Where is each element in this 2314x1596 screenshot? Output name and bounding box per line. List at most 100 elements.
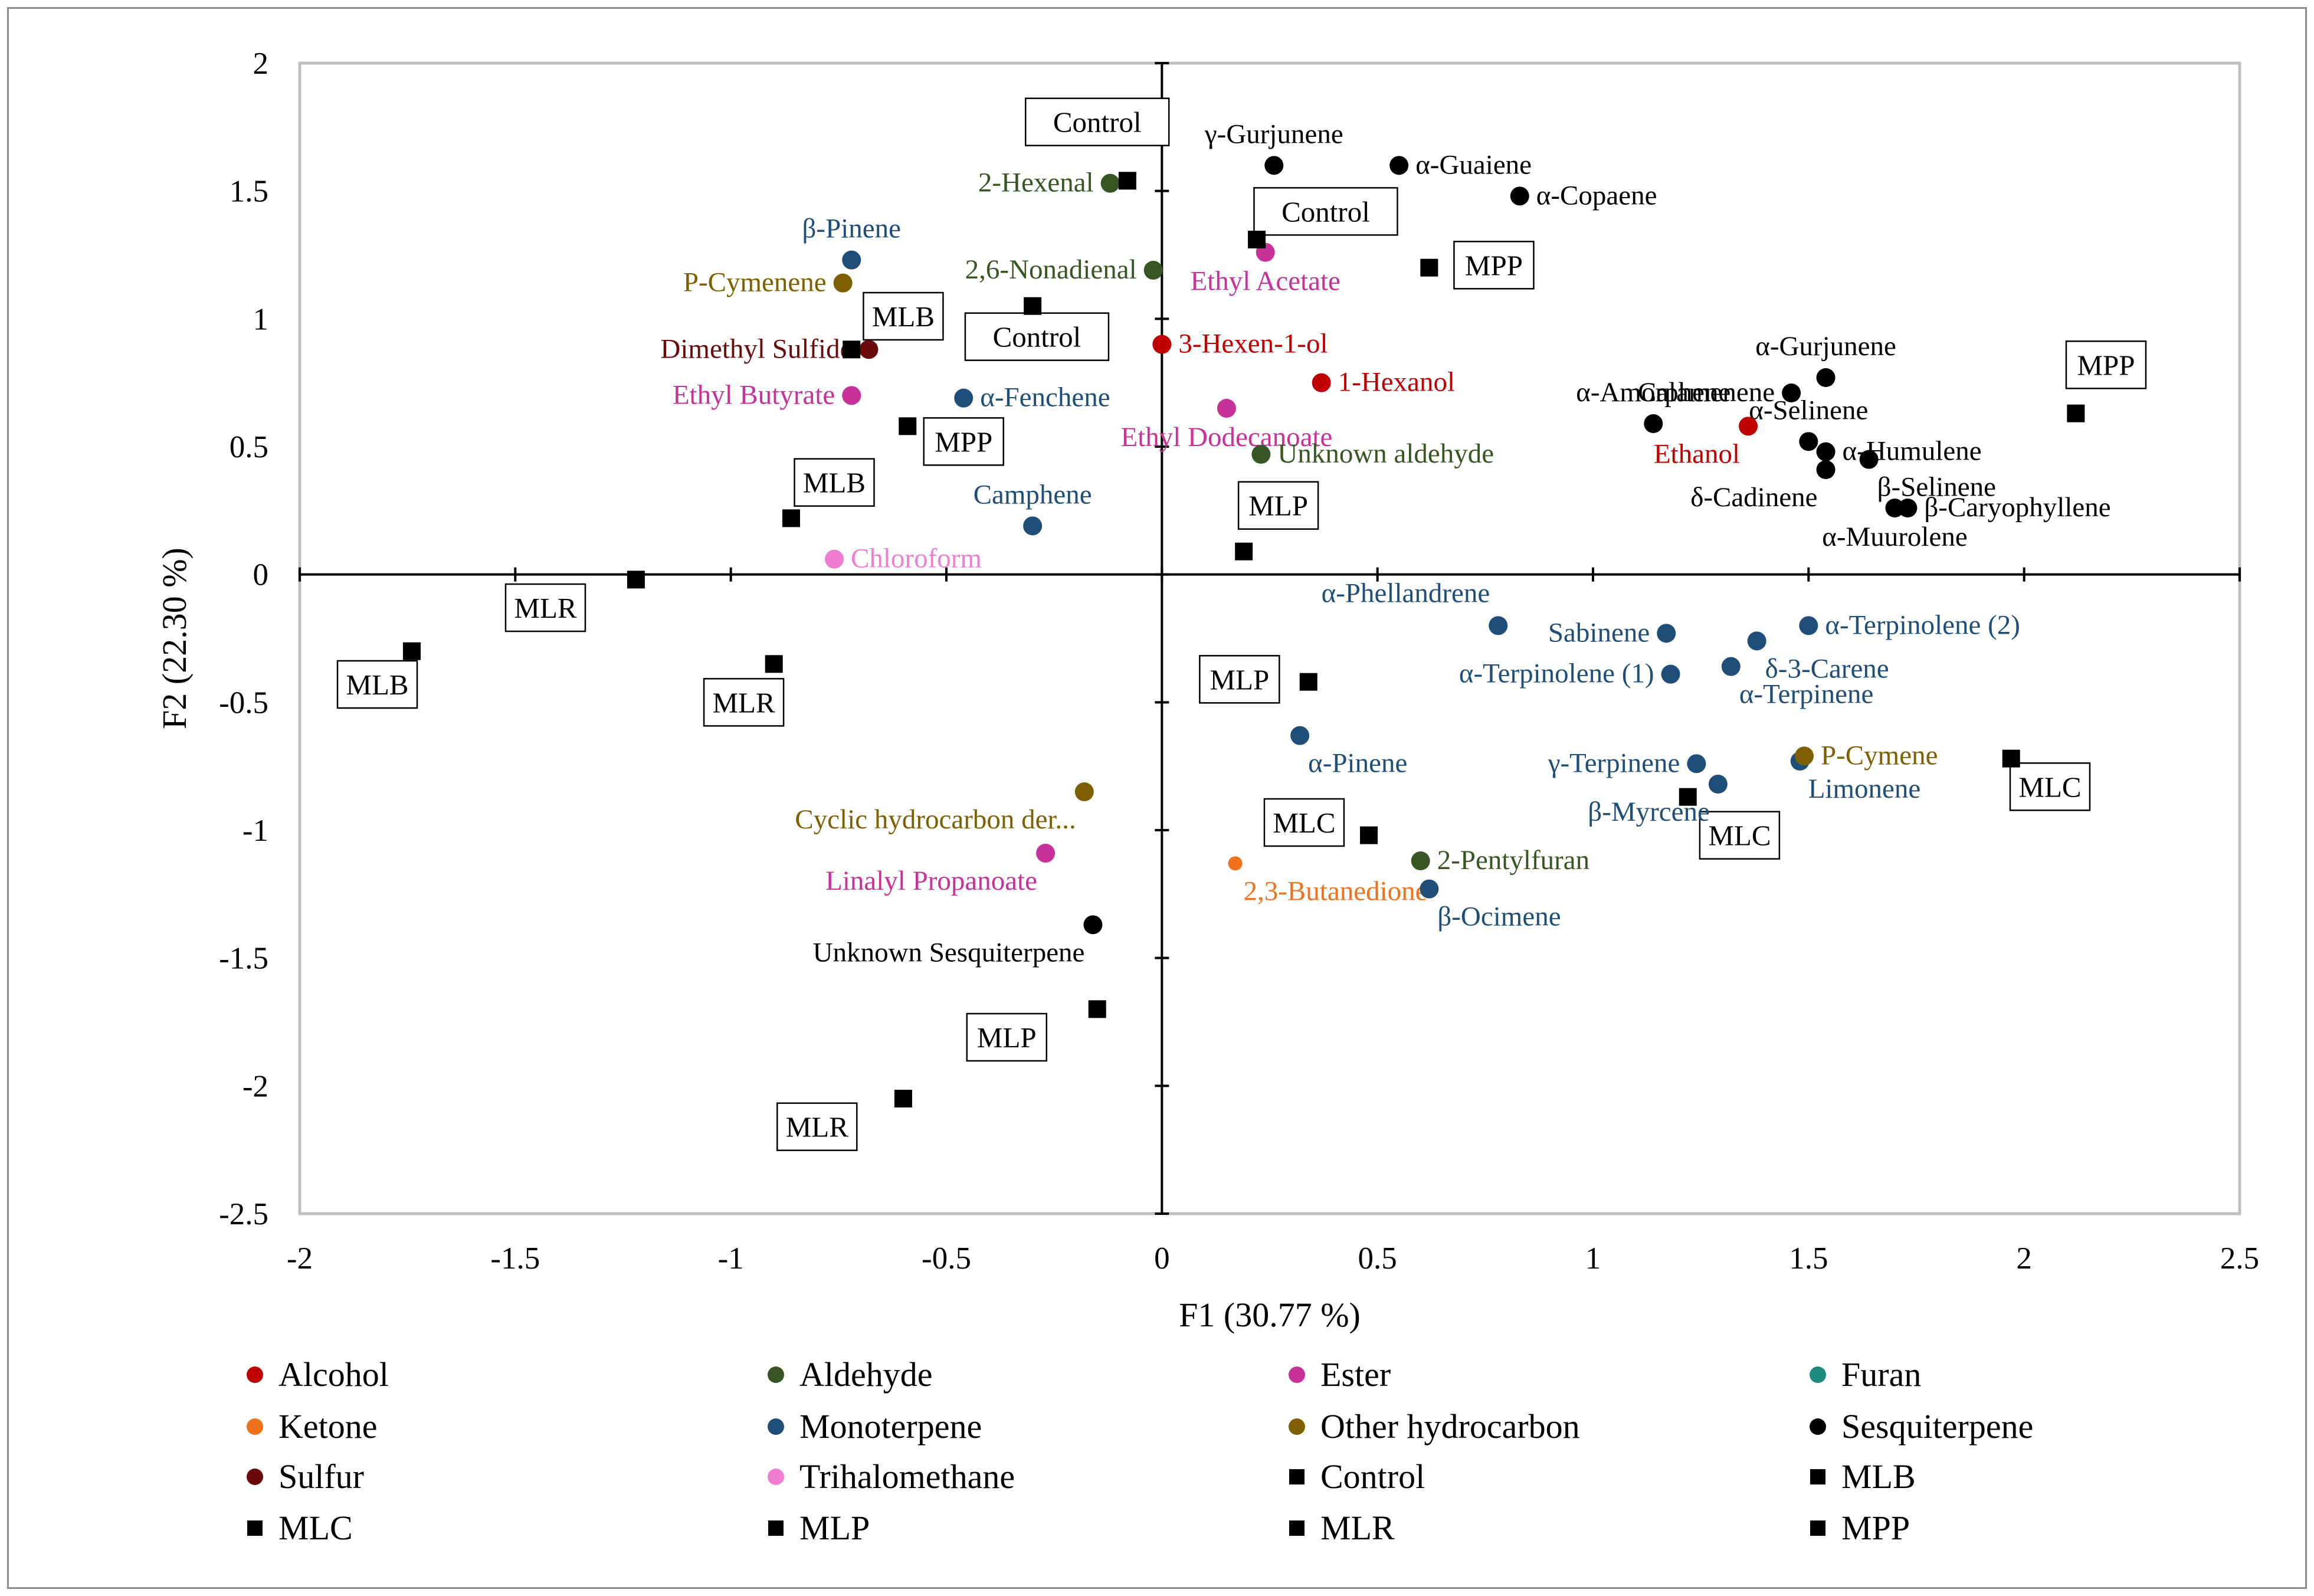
sample-point	[899, 417, 917, 435]
y-tick-label: -2	[242, 1069, 268, 1103]
x-tick-label: -1.5	[490, 1241, 540, 1276]
legend-marker	[1289, 1469, 1305, 1484]
legend-marker	[1810, 1520, 1825, 1536]
legend-marker	[1289, 1418, 1305, 1435]
sample-point	[1420, 258, 1438, 277]
plot-area	[298, 61, 2241, 1215]
variable-point	[1885, 499, 1905, 517]
variable-label: α-Selinene	[1749, 395, 1868, 425]
variable-point	[859, 340, 879, 359]
variable-point	[1100, 173, 1120, 193]
sample-label-box	[1453, 241, 1535, 290]
variable-point	[1023, 516, 1043, 536]
sample-point	[1118, 172, 1136, 190]
legend-marker	[247, 1366, 263, 1383]
sample-label-box	[504, 583, 586, 632]
variable-label: Unknown Sesquiterpene	[813, 937, 1085, 968]
variable-point	[1644, 414, 1663, 433]
sample-label: MPP	[935, 425, 992, 458]
x-tick-label: -1	[718, 1241, 744, 1276]
sample-label-box	[923, 417, 1004, 466]
sample-label: Control	[1281, 195, 1370, 228]
variable-label: 2,6-Nonadienal	[965, 254, 1137, 285]
variable-label: Ethyl Acetate	[1190, 266, 1340, 297]
sample-label-box	[1253, 187, 1398, 236]
sample-point	[843, 340, 861, 359]
legend-label: Ketone	[278, 1407, 378, 1446]
legend-label: Aldehyde	[799, 1355, 933, 1394]
figure-frame	[7, 7, 2307, 1589]
legend-label: Sesquiterpene	[1841, 1407, 2033, 1446]
variable-point	[1489, 616, 1508, 635]
variable-label: 1-Hexanol	[1338, 367, 1455, 398]
legend-marker	[1810, 1418, 1826, 1435]
sample-label-box	[1263, 798, 1345, 847]
sample-label: MLP	[977, 1021, 1037, 1054]
legend-label: MLC	[278, 1509, 353, 1547]
y-tick-label: -1.5	[219, 942, 268, 976]
legend-marker	[1289, 1520, 1305, 1536]
variable-point	[825, 549, 844, 569]
sample-label-box	[1199, 655, 1280, 704]
variable-point	[1264, 156, 1284, 175]
legend-marker	[768, 1418, 784, 1435]
x-tick-label: 0	[1154, 1241, 1170, 1276]
variable-point	[1657, 624, 1676, 643]
legend-label: Monoterpene	[799, 1407, 982, 1446]
x-tick-label: -2	[287, 1241, 313, 1276]
variable-label: β-Selinene	[1877, 472, 1996, 503]
variable-point	[1782, 384, 1801, 402]
variable-label: P-Cymene	[1821, 740, 1938, 771]
legend-label: Alcohol	[278, 1355, 389, 1394]
sample-label: MLB	[346, 668, 408, 701]
legend-label: MPP	[1841, 1509, 1910, 1547]
variable-label: Ethyl Dodecanoate	[1120, 422, 1332, 453]
legend: Alcohol Aldehyde Ester Furan Ketone Monoterpe…	[247, 1355, 2033, 1547]
sample-point	[765, 655, 783, 673]
sample-point	[894, 1090, 912, 1107]
x-tick-label: 2.5	[2220, 1241, 2259, 1276]
variable-label: Limonene	[1808, 774, 1921, 804]
variable-point	[1687, 754, 1706, 774]
variable-label: β-Caryophyllene	[1924, 492, 2110, 523]
variable-label: α-Pinene	[1308, 748, 1407, 779]
variable-label: α-Fenchene	[980, 382, 1110, 413]
variable-label: 2,3-Butanedione	[1244, 876, 1428, 906]
legend-label: Furan	[1841, 1355, 1921, 1394]
sample-labels: Control Control Control MPP MPP MPP MLB MLB MLB M…	[336, 97, 2147, 1151]
legend-label: MLB	[1841, 1457, 1916, 1496]
x-tick-label: -0.5	[922, 1241, 971, 1276]
sample-label-box	[2065, 340, 2147, 389]
variable-point	[1859, 450, 1879, 469]
variable-label: α-Guaiene	[1415, 149, 1532, 180]
variable-label: Cyclic hydrocarbon der...	[795, 804, 1076, 835]
variable-label: P-Cymenene	[683, 267, 827, 298]
variable-point	[1816, 460, 1836, 479]
sample-label: MLP	[1248, 490, 1308, 522]
legend-label: Trihalomethane	[799, 1457, 1015, 1496]
sample-label: MLC	[1708, 820, 1771, 852]
legend-marker	[1810, 1469, 1825, 1484]
sample-label-box	[1699, 811, 1781, 860]
x-axis-title: F1 (30.77 %)	[1179, 1296, 1361, 1334]
variable-label: δ-3-Carene	[1765, 653, 1889, 684]
variable-point	[1661, 664, 1680, 684]
sample-label-box	[1024, 97, 1170, 146]
variable-label: Unknown aldehyde	[1277, 438, 1494, 469]
sample-label: MLR	[712, 686, 775, 719]
y-tick-label: -2.5	[219, 1197, 268, 1231]
sample-label-box	[794, 458, 875, 507]
y-tick-label: 2	[253, 47, 269, 81]
variable-point	[1799, 432, 1818, 451]
variable-point	[1799, 616, 1818, 635]
variable-label: α-Copaene	[1536, 180, 1657, 211]
legend-marker	[768, 1520, 784, 1536]
sample-label: MLC	[1273, 807, 1335, 839]
variable-label: Linalyl Propanoate	[825, 866, 1037, 896]
x-tick-label: 1.5	[1789, 1241, 1828, 1276]
variable-label: α-Phellandrene	[1322, 578, 1490, 608]
y-tick-label: 1.5	[230, 175, 268, 209]
legend-marker	[247, 1520, 263, 1536]
variable-point	[1739, 417, 1758, 436]
variable-label: α-Terpinene	[1739, 679, 1874, 710]
